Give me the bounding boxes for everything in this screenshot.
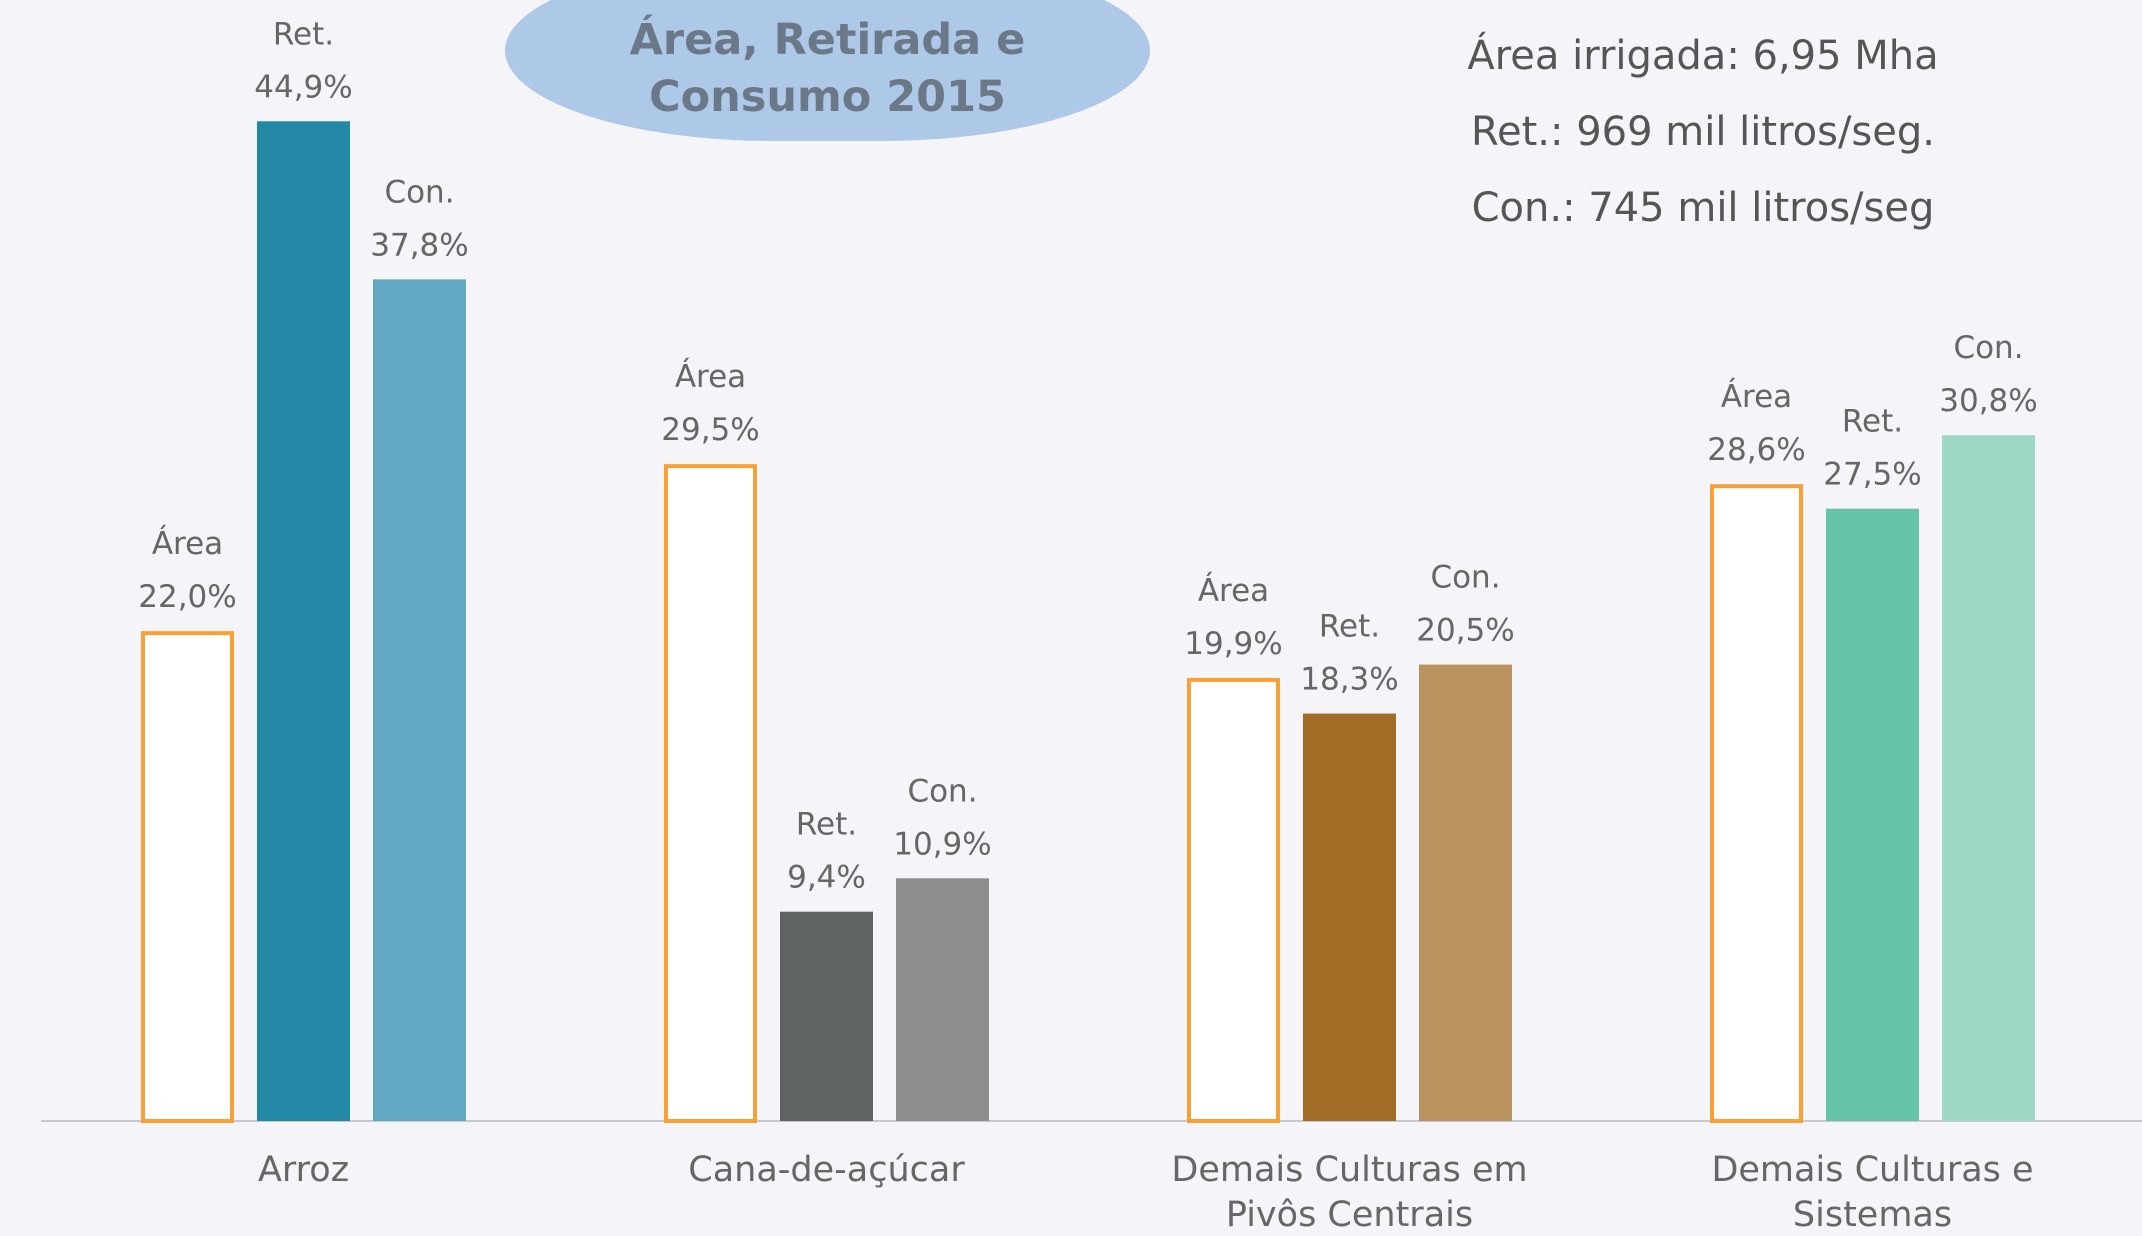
x-tick-label: Cana-de-açúcar: [688, 1150, 965, 1190]
data-label: 19,9%: [1184, 626, 1282, 662]
bar: [373, 279, 466, 1121]
chart-title: Área, Retirada e Consumo 2015: [505, 0, 1150, 141]
bar-series-label: Área: [1198, 573, 1269, 609]
bar-series-label: Ret.: [1842, 404, 1903, 440]
bar: [1826, 508, 1919, 1121]
bar-series-label: Con.: [1953, 330, 2023, 366]
data-label: 18,3%: [1300, 662, 1398, 698]
bar-series-label: Área: [675, 359, 746, 395]
bar-series-label: Ret.: [273, 16, 334, 52]
bar: [664, 464, 757, 1124]
bar-series-label: Área: [152, 526, 223, 562]
bar-series-label: Ret.: [1319, 609, 1380, 645]
x-tick-label: Demais Culturas e Sistemas: [1711, 1150, 2034, 1235]
data-label: 10,9%: [893, 826, 991, 862]
annotation: Área irrigada: 6,95 Mha: [1467, 33, 1939, 79]
bar-series-label: Área: [1721, 379, 1792, 415]
bar: [1419, 664, 1512, 1121]
bar: [1187, 677, 1280, 1123]
annotations: Área irrigada: 6,95 Mha Ret.: 969 mil lit…: [1403, 18, 2003, 246]
x-tick-label: Arroz: [257, 1150, 350, 1190]
bar: [257, 121, 350, 1122]
bar: [1942, 435, 2035, 1121]
bar-series-label: Ret.: [796, 807, 857, 843]
data-label: 29,5%: [661, 412, 759, 448]
data-label: 30,8%: [1939, 383, 2037, 419]
bar: [141, 631, 234, 1123]
bar-series-label: Con.: [384, 174, 454, 210]
annotation: Ret.: 969 mil litros/seg.: [1471, 109, 1935, 155]
data-label: 20,5%: [1416, 613, 1514, 649]
bar-series-label: Con.: [907, 773, 977, 809]
x-tick-label: Demais Culturas em Pivôs Centrais: [1171, 1150, 1528, 1235]
bar: [780, 911, 873, 1121]
bar: [1303, 713, 1396, 1121]
bar-series-label: Con.: [1430, 560, 1500, 596]
annotation: Con.: 745 mil litros/seg: [1471, 185, 1935, 231]
data-label: 44,9%: [254, 69, 352, 105]
data-label: 28,6%: [1707, 432, 1805, 468]
data-label: 9,4%: [787, 860, 866, 896]
data-label: 37,8%: [370, 227, 468, 263]
bar: [896, 878, 989, 1121]
data-label: 27,5%: [1823, 457, 1921, 493]
data-label: 22,0%: [138, 579, 236, 615]
bar: [1710, 484, 1803, 1123]
